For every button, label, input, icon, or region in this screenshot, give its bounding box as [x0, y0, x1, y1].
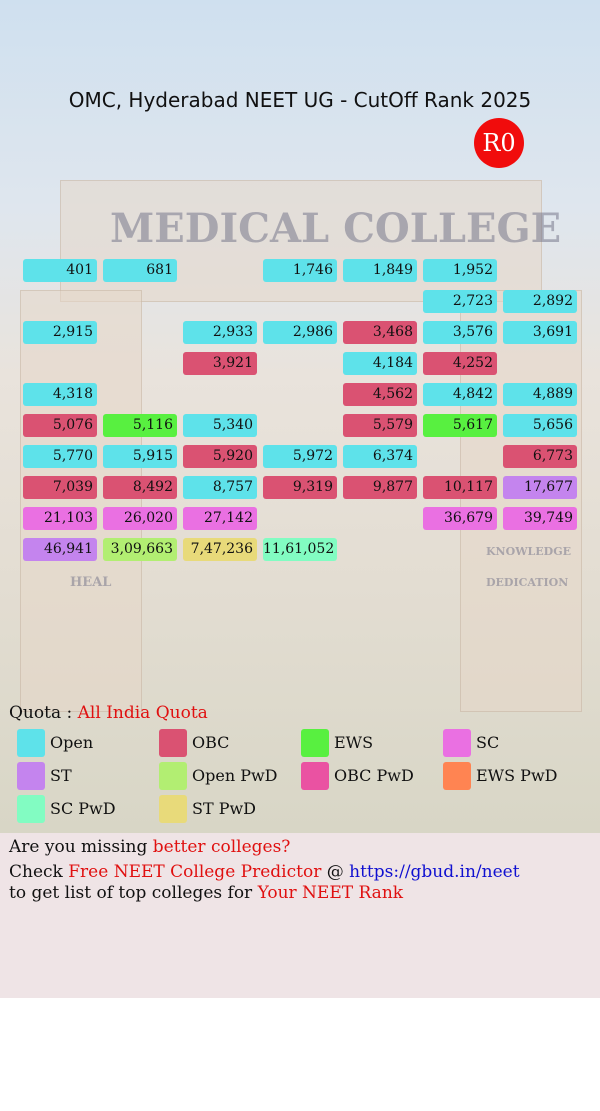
highlight: Your NEET Rank [257, 883, 404, 903]
rank-cell: 5,915 [103, 445, 177, 468]
text: Are you missing [9, 837, 153, 857]
rank-cell: 1,952 [423, 259, 497, 282]
rank-cell: 36,679 [423, 507, 497, 530]
footer-line: to get list of top colleges for Your NEE… [9, 883, 403, 903]
legend-label: SC [476, 733, 500, 752]
left-pillar [20, 290, 142, 712]
rank-cell: 11,61,052 [263, 538, 337, 561]
pillar-text: HEAL [70, 575, 112, 590]
footer-line: Are you missing better colleges? [9, 837, 290, 857]
rank-cell: 9,319 [263, 476, 337, 499]
legend-swatch [159, 795, 187, 823]
rank-cell: 4,842 [423, 383, 497, 406]
pillar-text: DEDICATION [486, 576, 569, 589]
rank-cell: 5,076 [23, 414, 97, 437]
rank-cell: 4,562 [343, 383, 417, 406]
rank-cell: 4,889 [503, 383, 577, 406]
rank-cell: 3,09,663 [103, 538, 177, 561]
legend-swatch [443, 762, 471, 790]
rank-cell: 5,972 [263, 445, 337, 468]
legend-swatch [17, 729, 45, 757]
rank-cell: 2,915 [23, 321, 97, 344]
footer-line: Check Free NEET College Predictor @ http… [9, 862, 520, 882]
rank-cell: 1,849 [343, 259, 417, 282]
legend-label: Open PwD [192, 766, 278, 785]
rank-cell: 1,746 [263, 259, 337, 282]
legend-swatch [301, 729, 329, 757]
legend-swatch [443, 729, 471, 757]
highlight: better colleges? [152, 837, 291, 857]
text: @ [321, 862, 350, 882]
quota: Quota : All India Quota [9, 703, 208, 723]
legend-label: ST [50, 766, 72, 785]
legend-label: EWS PwD [476, 766, 558, 785]
link[interactable]: https://gbud.in/neet [349, 862, 520, 882]
rank-cell: 9,877 [343, 476, 417, 499]
rank-cell: 3,576 [423, 321, 497, 344]
rank-cell: 5,770 [23, 445, 97, 468]
rank-cell: 4,252 [423, 352, 497, 375]
rank-cell: 401 [23, 259, 97, 282]
rank-cell: 6,374 [343, 445, 417, 468]
title: OMC, Hyderabad NEET UG - CutOff Rank 202… [68, 88, 532, 112]
rank-cell: 26,020 [103, 507, 177, 530]
rank-cell: 6,773 [503, 445, 577, 468]
rank-cell: 2,892 [503, 290, 577, 313]
legend-swatch [17, 762, 45, 790]
rank-cell: 5,656 [503, 414, 577, 437]
rank-cell: 7,47,236 [183, 538, 257, 561]
rank-cell: 4,318 [23, 383, 97, 406]
quota-value: All India Quota [77, 703, 208, 723]
rank-cell: 5,617 [423, 414, 497, 437]
legend-label: ST PwD [192, 799, 257, 818]
rank-cell: 7,039 [23, 476, 97, 499]
legend-label: OBC [192, 733, 230, 752]
rank-cell: 2,933 [183, 321, 257, 344]
rank-cell: 2,986 [263, 321, 337, 344]
rank-cell: 2,723 [423, 290, 497, 313]
legend-label: Open [50, 733, 94, 752]
rank-cell: 3,468 [343, 321, 417, 344]
legend-swatch [159, 729, 187, 757]
rank-cell: 46,941 [23, 538, 97, 561]
rank-cell: 3,921 [183, 352, 257, 375]
highlight: Free NEET College Predictor [68, 862, 322, 882]
rank-cell: 681 [103, 259, 177, 282]
rank-cell: 3,691 [503, 321, 577, 344]
sign: MEDICAL COLLEGE [110, 205, 562, 252]
text: to get list of top colleges for [9, 883, 258, 903]
legend-swatch [159, 762, 187, 790]
rank-cell: 8,492 [103, 476, 177, 499]
round-badge: R0 [474, 118, 524, 168]
rank-cell: 27,142 [183, 507, 257, 530]
rank-cell: 5,340 [183, 414, 257, 437]
footer: Are you missing better colleges? Check F… [0, 833, 600, 998]
legend-label: OBC PwD [334, 766, 414, 785]
legend-label: EWS [334, 733, 374, 752]
rank-cell: 17,677 [503, 476, 577, 499]
rank-cell: 5,920 [183, 445, 257, 468]
pillar-text: KNOWLEDGE [486, 545, 571, 558]
rank-cell: 8,757 [183, 476, 257, 499]
rank-cell: 39,749 [503, 507, 577, 530]
rank-cell: 5,579 [343, 414, 417, 437]
rank-cell: 21,103 [23, 507, 97, 530]
legend-swatch [17, 795, 45, 823]
rank-cell: 10,117 [423, 476, 497, 499]
text: Check [9, 862, 69, 882]
rank-cell: 5,116 [103, 414, 177, 437]
quota-label: Quota : [9, 703, 73, 723]
legend-label: SC PwD [50, 799, 116, 818]
rank-cell: 4,184 [343, 352, 417, 375]
legend-swatch [301, 762, 329, 790]
